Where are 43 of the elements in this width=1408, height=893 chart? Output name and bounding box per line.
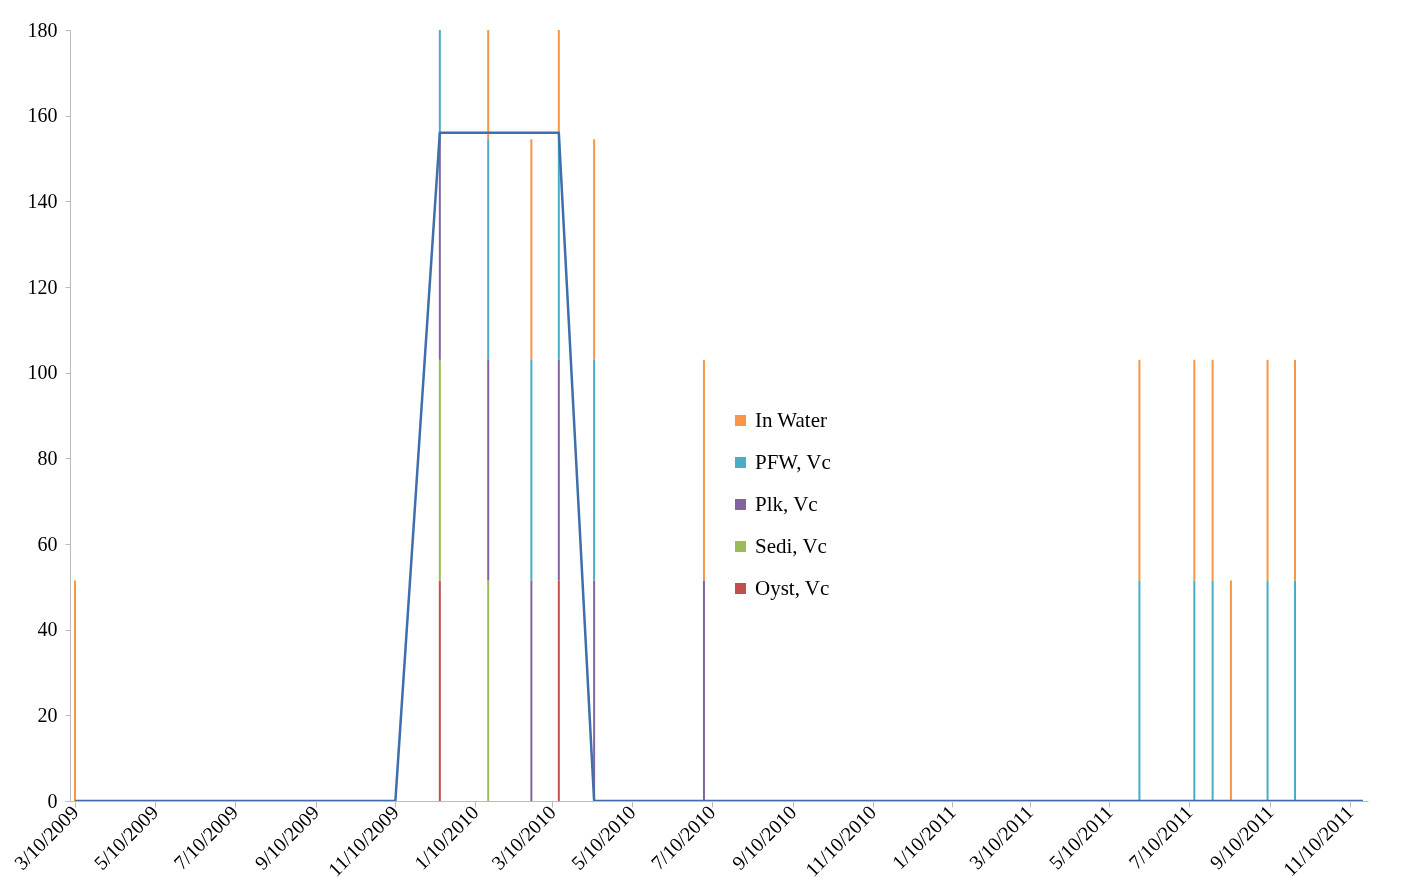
y-tick-label: 0: [47, 789, 58, 812]
bar: [1266, 359, 1269, 581]
bar: [530, 139, 533, 360]
bar: [557, 580, 560, 801]
y-tick-label: 20: [37, 703, 58, 726]
bar: [487, 359, 490, 581]
bar: [1138, 580, 1141, 801]
bar: [702, 359, 705, 581]
y-tick-label: 160: [27, 104, 58, 127]
legend-label: Sedi, Vc: [755, 533, 827, 558]
bar: [1266, 580, 1269, 801]
legend-label: Oyst, Vc: [755, 575, 830, 600]
bar: [438, 359, 441, 581]
y-tick-label: 180: [27, 18, 58, 41]
bar: [1138, 359, 1141, 581]
bar: [557, 359, 560, 581]
bar: [1294, 580, 1296, 801]
y-tick-label: 40: [37, 618, 58, 641]
bar: [593, 359, 596, 581]
bar: [438, 580, 441, 801]
bar: [702, 580, 705, 801]
y-tick-label: 60: [37, 532, 58, 555]
bar: [1211, 359, 1214, 581]
bar: [74, 580, 76, 801]
legend-label: PFW, Vc: [755, 449, 831, 474]
legend-label: In Water: [755, 407, 827, 432]
bar: [530, 359, 533, 581]
bar: [530, 580, 533, 801]
bar: [1193, 580, 1196, 801]
bar: [487, 30, 490, 140]
bar: [1211, 580, 1214, 801]
y-tick-label: 120: [27, 275, 58, 298]
bar: [1193, 359, 1196, 581]
y-tick-label: 140: [27, 189, 58, 212]
legend-label: Plk, Vc: [755, 491, 818, 516]
bar: [1294, 359, 1296, 581]
bar: [487, 139, 490, 360]
y-tick-label: 100: [27, 361, 58, 384]
y-tick-label: 80: [37, 446, 58, 469]
bar: [1229, 580, 1232, 801]
bar: [593, 139, 596, 360]
bar: [487, 580, 490, 801]
bar: [438, 139, 441, 360]
